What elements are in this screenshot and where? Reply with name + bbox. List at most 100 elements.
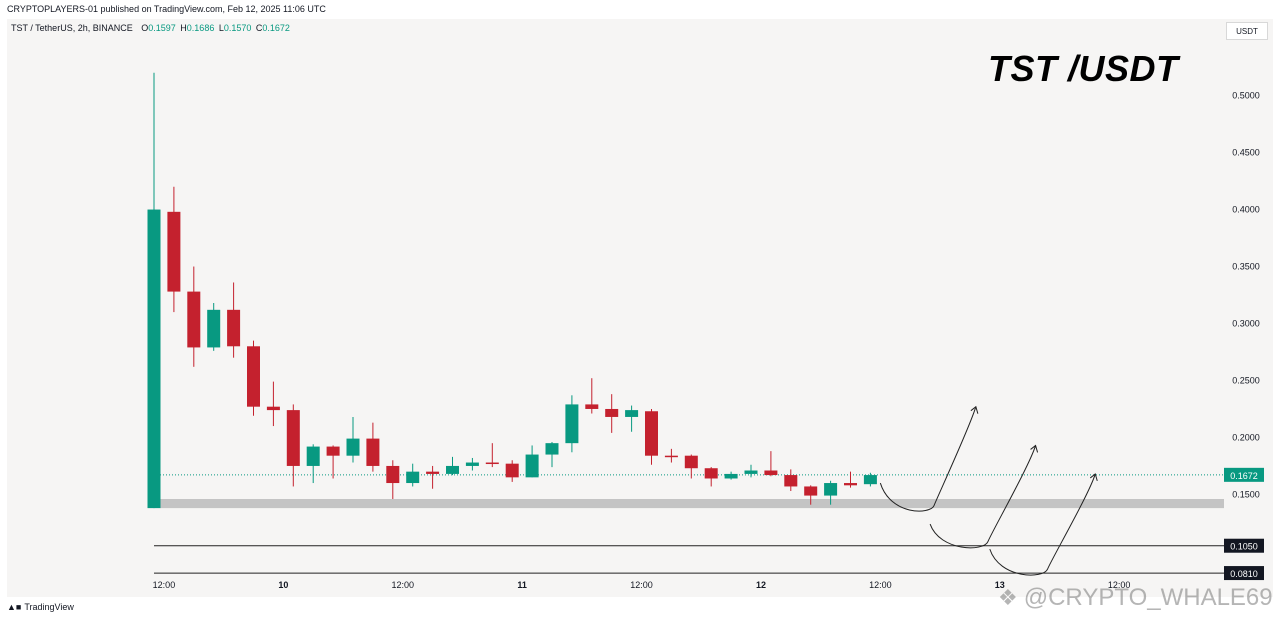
legend-close-label: C	[255, 23, 263, 33]
candle-body-4	[227, 309, 241, 347]
candle-10	[346, 416, 360, 463]
candle-body-35	[844, 483, 857, 486]
x-tick-8: 12:00	[1108, 580, 1131, 590]
projection-arrow-2	[989, 473, 1096, 576]
candle-30	[744, 464, 758, 478]
tradingview-brand: TradingView	[24, 602, 74, 612]
candle-35	[844, 471, 857, 488]
candle-body-36	[863, 475, 877, 485]
legend-low: 0.1570	[223, 23, 252, 33]
y-tick-5: 0.4000	[1232, 205, 1260, 215]
candle-body-18	[505, 463, 519, 478]
current-price-label: 0.1672	[1230, 471, 1258, 481]
legend-high-label: H	[180, 23, 187, 33]
candle-24	[625, 405, 639, 432]
level-label-bg-0	[1224, 538, 1264, 553]
y-tick-1: 0.2000	[1232, 432, 1260, 442]
publish-line: CRYPTOPLAYERS-01 published on TradingVie…	[7, 4, 326, 14]
candle-25	[645, 408, 658, 465]
candle-body-1	[167, 211, 181, 292]
candle-13	[406, 463, 420, 487]
candle-body-31	[764, 470, 778, 476]
candle-23	[605, 394, 619, 433]
overlay-title: TST /USDT	[988, 48, 1179, 89]
legend-high: 0.1686	[186, 23, 215, 33]
watermark-icon: ❖	[998, 585, 1018, 610]
candle-body-12	[386, 465, 400, 484]
candle-body-24	[625, 410, 639, 417]
legend-symbol: TST / TetherUS, 2h, BINANCE	[11, 23, 133, 33]
candle-body-25	[645, 411, 658, 456]
candle-body-2	[187, 291, 201, 348]
candle-19	[525, 445, 539, 478]
y-tick-6: 0.4500	[1232, 148, 1260, 158]
candle-32	[784, 469, 798, 492]
candle-body-11	[366, 438, 380, 466]
candle-22	[585, 378, 599, 414]
current-price-label-bg	[1224, 467, 1264, 482]
candle-body-21	[565, 404, 579, 444]
y-tick-3: 0.3000	[1232, 319, 1260, 329]
candle-26	[664, 448, 678, 463]
projection-arrowhead-2	[1089, 473, 1098, 482]
candle-14	[426, 465, 440, 489]
candle-31	[764, 451, 778, 477]
legend-open-label: O	[141, 23, 149, 33]
y-tick-0: 0.1500	[1232, 489, 1260, 499]
projection-arrowhead-0	[970, 405, 979, 414]
candle-16	[465, 457, 479, 471]
candle-body-26	[664, 455, 678, 458]
candle-7	[286, 404, 300, 487]
x-tick-4: 12:00	[630, 580, 653, 590]
projection-arrowhead-1	[1030, 444, 1039, 453]
candle-body-17	[485, 462, 499, 465]
candle-body-29	[724, 473, 738, 479]
currency-unit-button[interactable]: USDT	[1226, 22, 1268, 40]
support-zone	[160, 498, 1224, 509]
candle-0	[147, 72, 161, 509]
candle-body-14	[426, 471, 440, 474]
legend-low-label: L	[218, 23, 224, 33]
ohlc-legend: TST / TetherUS, 2h, BINANCE O0.1597 H0.1…	[11, 23, 290, 33]
candle-body-13	[406, 471, 420, 484]
candle-body-6	[266, 406, 280, 411]
candle-body-8	[306, 446, 320, 466]
candle-body-28	[704, 468, 718, 479]
candle-body-27	[684, 455, 698, 469]
candle-33	[804, 485, 818, 505]
y-tick-7: 0.5000	[1232, 91, 1260, 101]
candle-5	[247, 340, 260, 416]
candle-21	[565, 395, 579, 453]
candle-9	[326, 445, 340, 479]
candle-20	[545, 442, 559, 468]
candle-body-30	[744, 470, 758, 474]
candle-body-22	[585, 404, 599, 409]
candle-17	[485, 443, 499, 468]
candle-body-15	[446, 465, 459, 474]
projection-arrow-1	[929, 445, 1037, 549]
candle-34	[824, 480, 838, 505]
candle-body-0	[147, 209, 161, 509]
candle-36	[863, 472, 877, 487]
legend-open: 0.1597	[148, 23, 176, 33]
candle-1	[167, 186, 181, 313]
candle-29	[724, 471, 738, 480]
candle-body-9	[326, 446, 340, 456]
tradingview-logo: ▲■ TradingView	[7, 602, 74, 612]
candle-body-20	[545, 443, 559, 455]
x-tick-2: 12:00	[391, 580, 414, 590]
candle-11	[366, 422, 380, 472]
candle-8	[306, 444, 320, 484]
candle-body-3	[207, 309, 221, 348]
watermark: ❖ @CRYPTO_WHALE69	[998, 584, 1273, 612]
x-tick-1: 10	[278, 580, 288, 590]
candle-4	[227, 282, 241, 358]
x-tick-7: 13	[995, 580, 1005, 590]
candle-body-34	[824, 483, 838, 496]
projection-arrow-0	[879, 406, 977, 512]
candle-15	[446, 456, 459, 476]
x-tick-6: 12:00	[869, 580, 892, 590]
y-tick-2: 0.2500	[1232, 375, 1260, 385]
candle-body-7	[286, 410, 300, 466]
